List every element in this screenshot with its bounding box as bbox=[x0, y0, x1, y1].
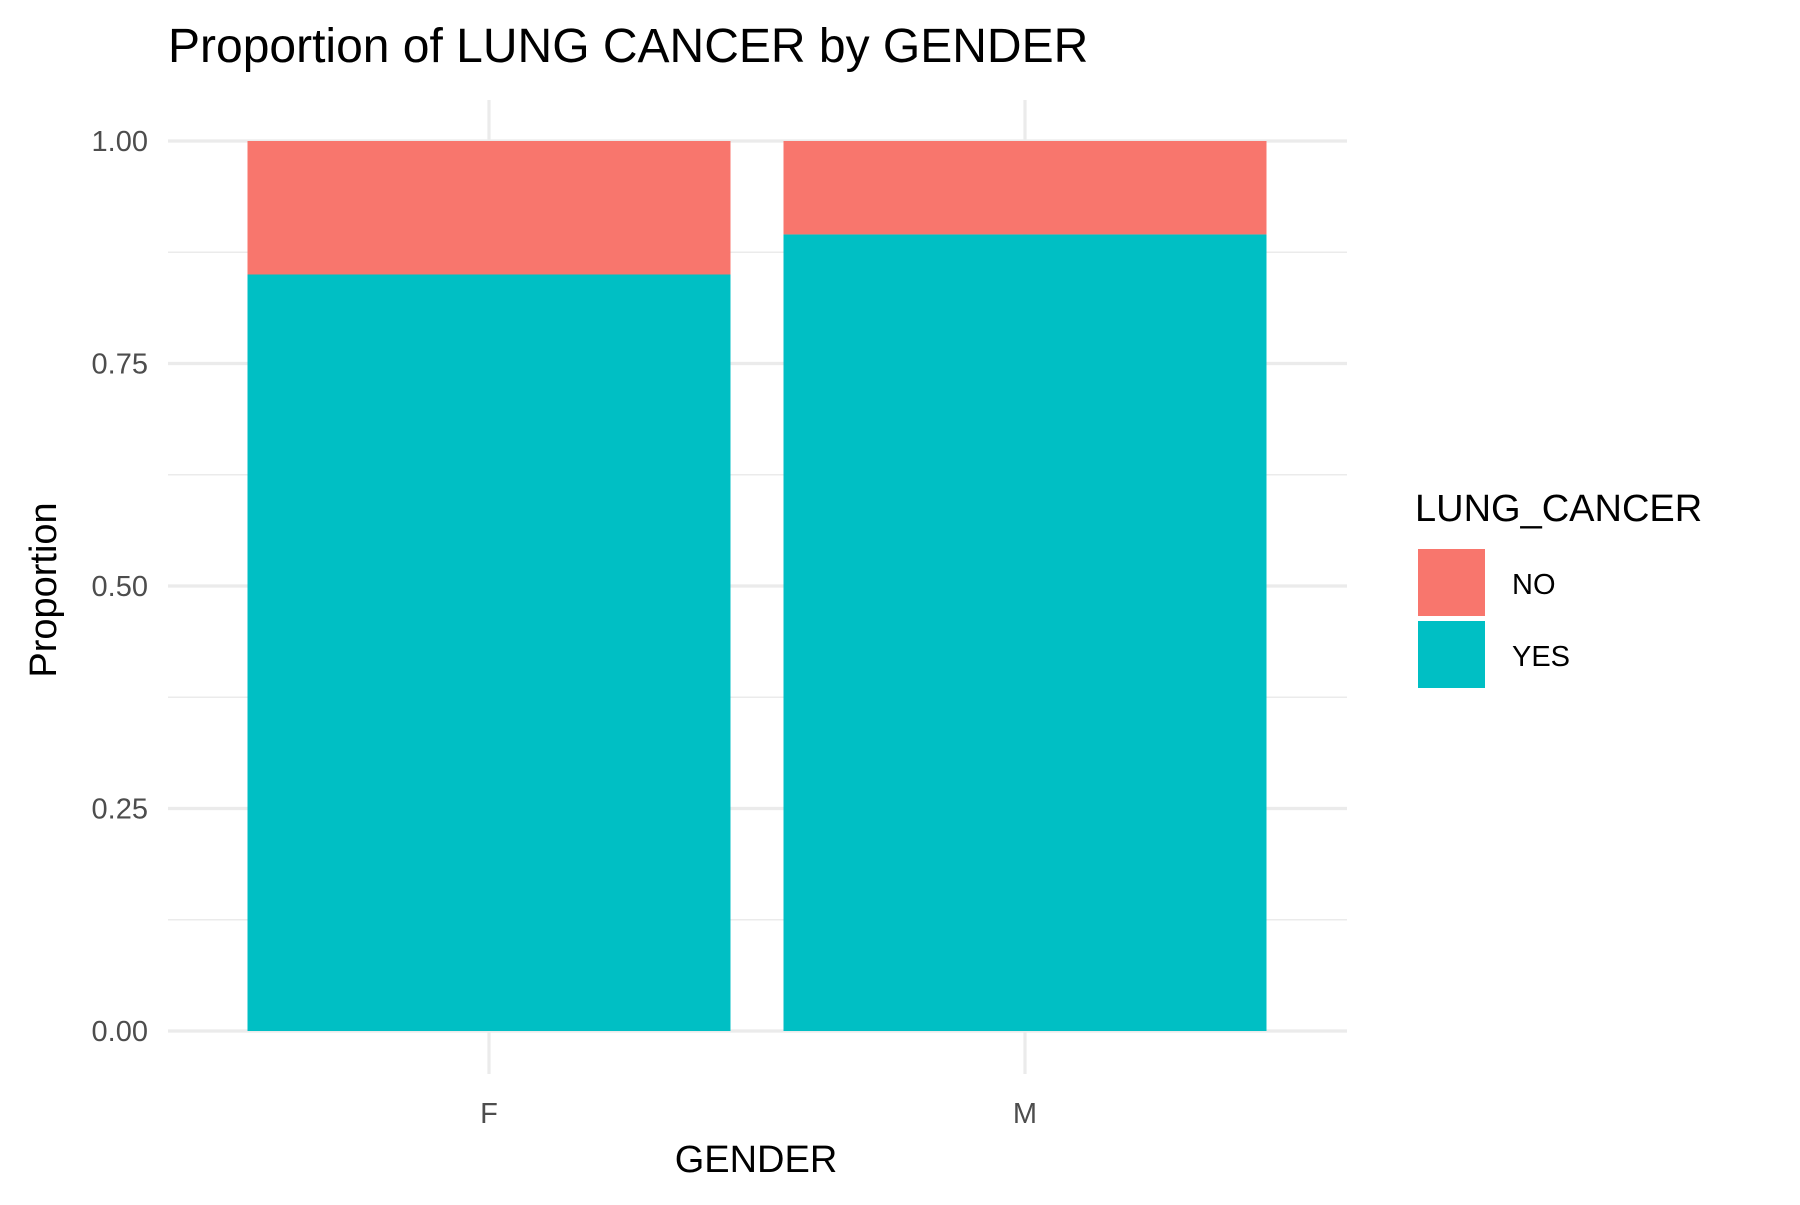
bars-layer bbox=[247, 141, 1267, 1031]
bar-F-NO bbox=[247, 141, 731, 275]
x-axis-title: GENDER bbox=[675, 1139, 838, 1181]
legend-label-YES: YES bbox=[1512, 641, 1570, 673]
y-tick-label: 0.25 bbox=[92, 794, 148, 826]
chart-title: Proportion of LUNG CANCER by GENDER bbox=[168, 20, 1088, 73]
y-tick-labels: 0.00 0.25 0.50 0.75 1.00 bbox=[92, 126, 148, 1048]
legend-items: NO YES bbox=[1418, 549, 1570, 688]
bar-M-YES bbox=[783, 234, 1267, 1031]
bar-M-NO bbox=[783, 141, 1267, 235]
legend-key-YES bbox=[1418, 621, 1485, 688]
bar-F-YES bbox=[247, 274, 731, 1031]
y-tick-label: 0.00 bbox=[92, 1016, 148, 1048]
y-axis-title: Proportion bbox=[23, 502, 65, 677]
legend: LUNG_CANCER NO YES bbox=[1415, 488, 1702, 688]
y-tick-label: 1.00 bbox=[92, 126, 148, 158]
x-tick-label: F bbox=[480, 1098, 498, 1130]
y-tick-label: 0.75 bbox=[92, 349, 148, 381]
legend-key-NO bbox=[1418, 549, 1485, 616]
legend-title: LUNG_CANCER bbox=[1415, 488, 1702, 530]
x-tick-label: M bbox=[1013, 1098, 1037, 1130]
y-tick-label: 0.50 bbox=[92, 571, 148, 603]
legend-label-NO: NO bbox=[1512, 569, 1556, 601]
